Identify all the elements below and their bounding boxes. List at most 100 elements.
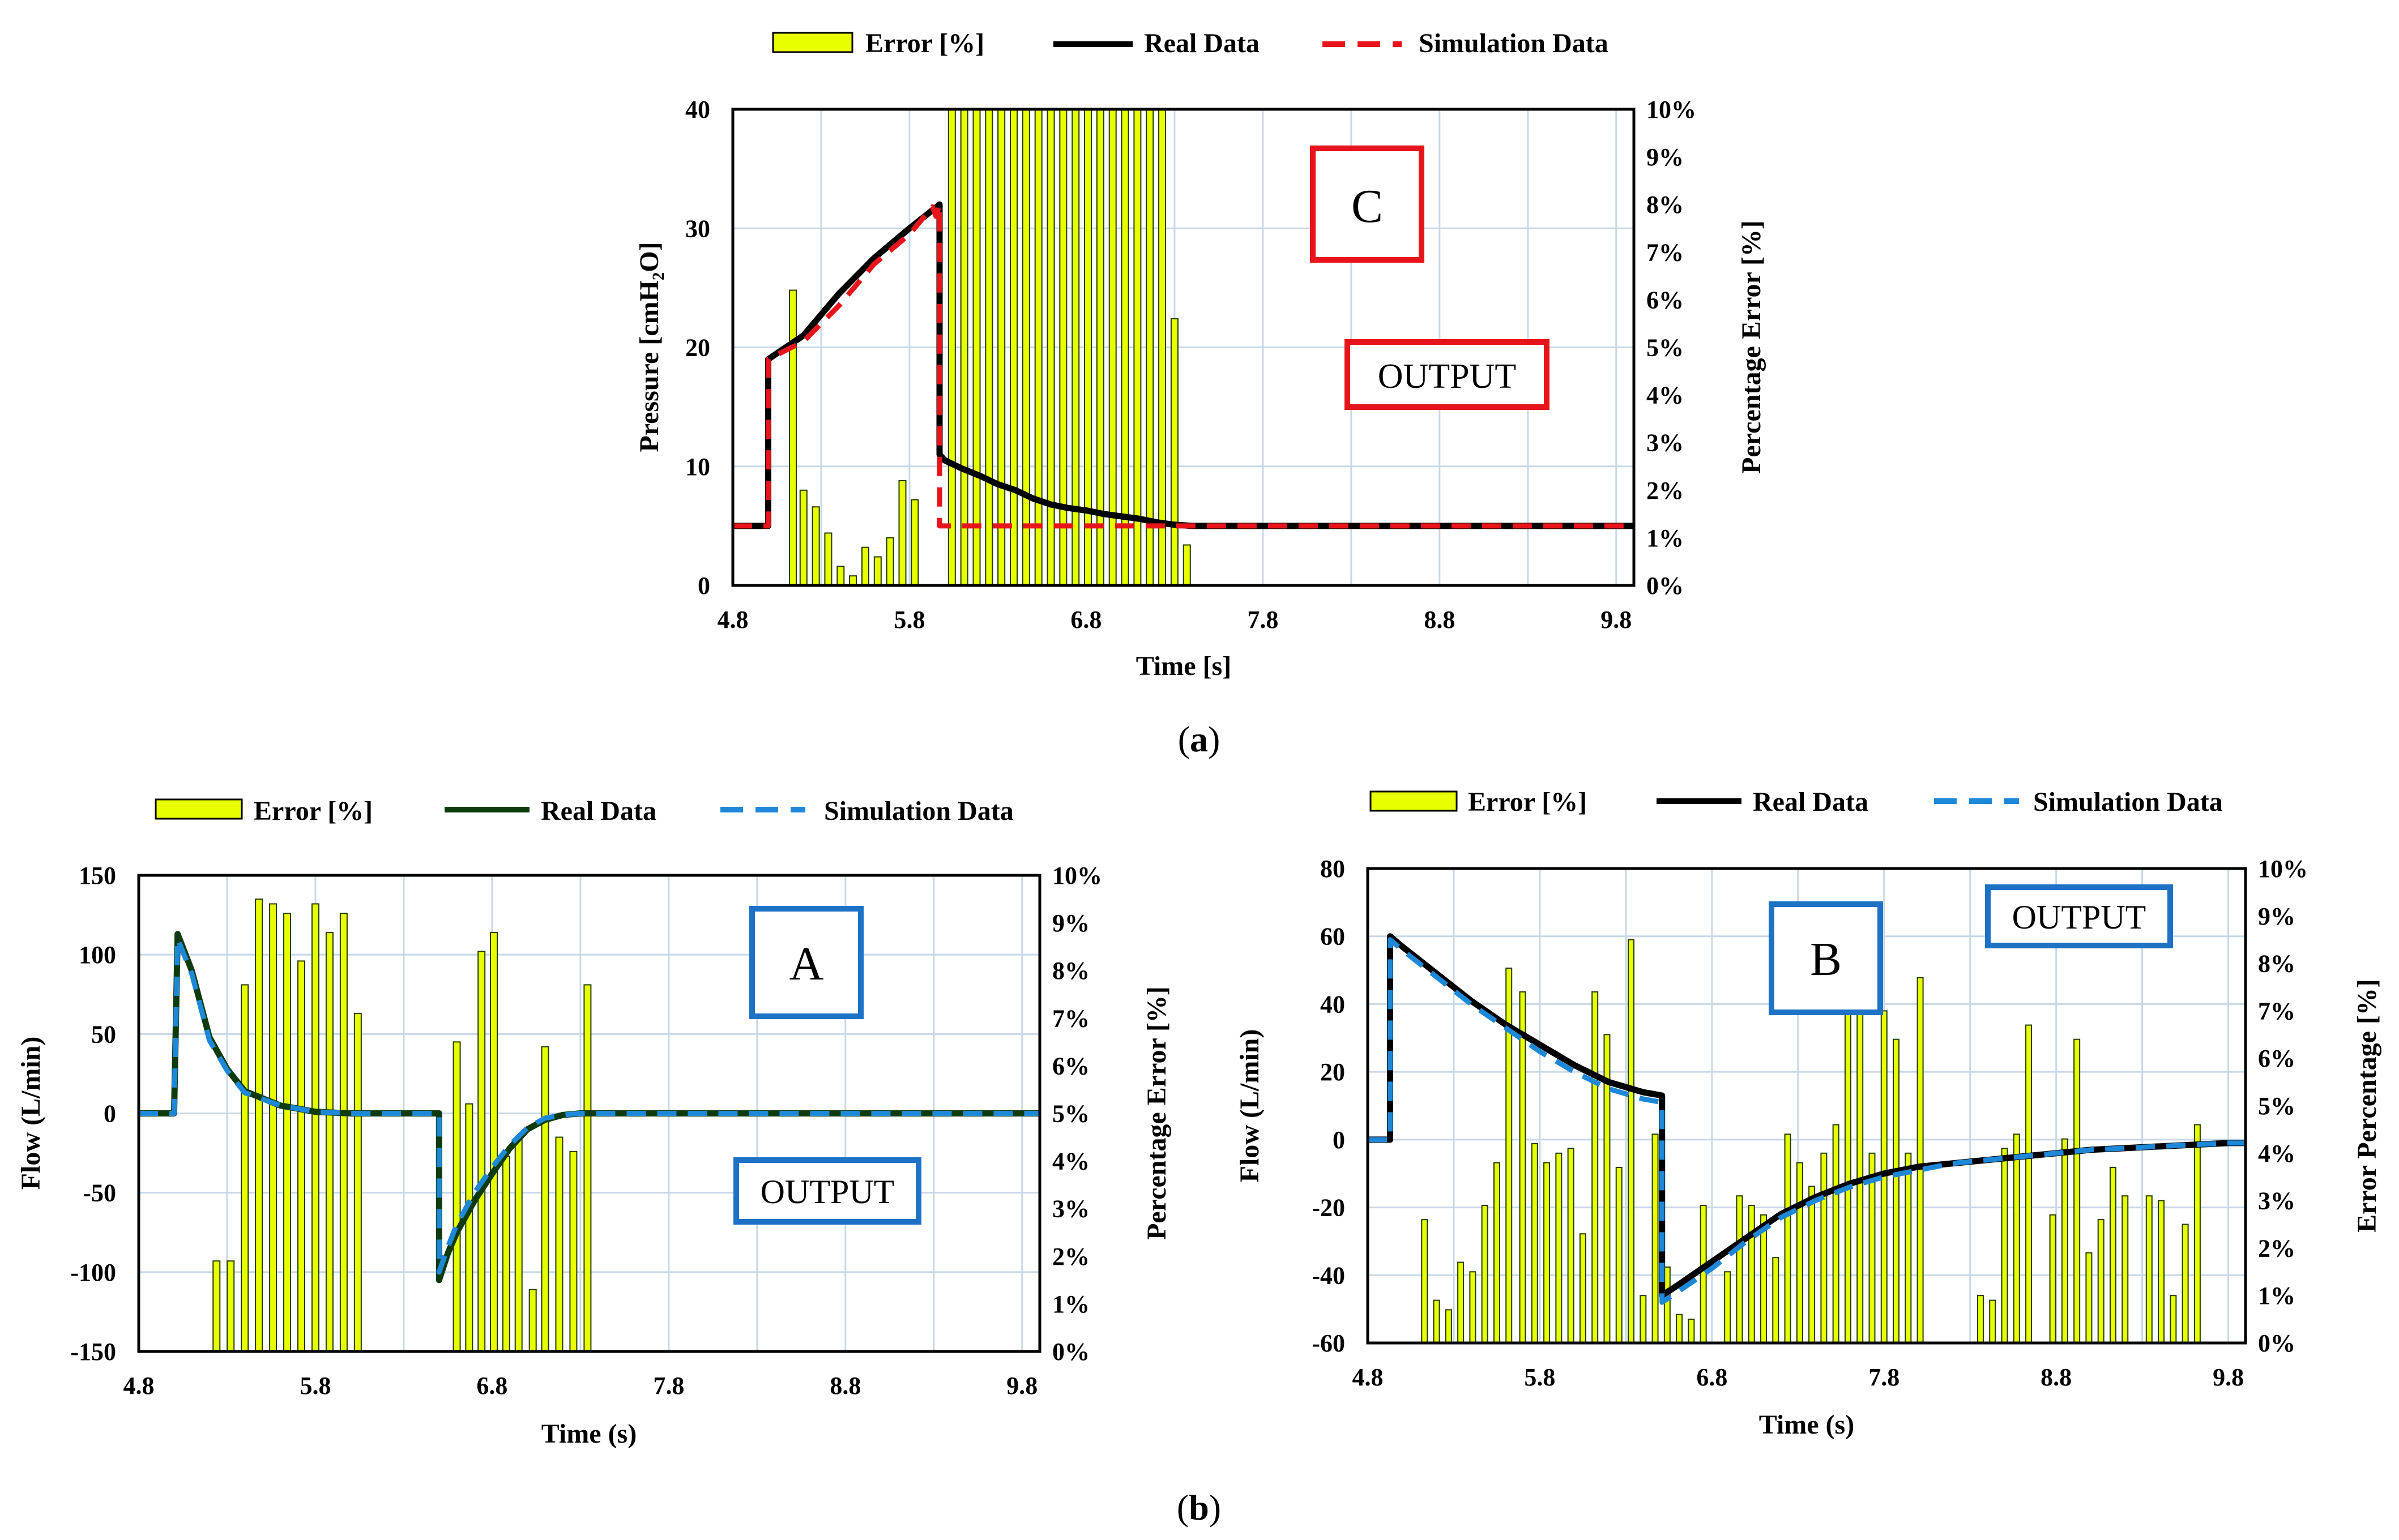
error-bar: [861, 546, 869, 586]
simulation-data-line: [139, 936, 1040, 1275]
panel-b-y-axis-title: Flow (L/min): [1235, 1029, 1265, 1183]
error-bar: [212, 1260, 221, 1352]
y-tick-label: 20: [1320, 1058, 1345, 1086]
error-bar: [1133, 109, 1142, 586]
y2-tick-label: 3%: [1052, 1195, 1090, 1223]
panel-b-output-box: [1985, 884, 2173, 948]
panel-c-y2-axis-title: Percentage Error [%]: [1736, 220, 1766, 474]
legend-real-label: Real Data: [1144, 28, 1260, 58]
legend-error-swatch: [772, 32, 853, 53]
panel-b-x-ticks: 4.8 5.8 6.8 7.8 8.8 9.8: [1352, 1363, 2244, 1391]
error-bar: [849, 575, 857, 586]
panel-c-x-ticks: 4.8 5.8 6.8 7.8 8.8 9.8: [718, 606, 1632, 634]
y2-tick-label: 2%: [1052, 1243, 1090, 1270]
error-bar: [824, 532, 833, 586]
error-bar: [2073, 1038, 2081, 1344]
error-bar: [241, 984, 249, 1353]
y2-tick-label: 5%: [2258, 1092, 2295, 1120]
y-tick-label: 30: [685, 215, 710, 242]
panel-a-label-box: [749, 906, 864, 1019]
error-bar: [2121, 1195, 2129, 1344]
y-tick-label: -150: [70, 1338, 116, 1366]
y-tick-label: -50: [83, 1179, 116, 1207]
x-tick-label: 9.8: [1006, 1372, 1038, 1400]
caption-b-letter: b: [1189, 1487, 1209, 1528]
panel-a-y2-ticks: 0% 1% 2% 3% 4% 5% 6% 7% 8% 9% 10%: [1052, 862, 1102, 1366]
y2-tick-label: 1%: [2258, 1282, 2295, 1310]
panel-b-legend: Error [%] Real Data Simulation Data: [1369, 787, 2223, 817]
error-bar: [514, 1136, 523, 1353]
y2-tick-label: 4%: [2258, 1140, 2295, 1167]
error-bar: [1893, 1038, 1900, 1344]
y2-tick-label: 2%: [2258, 1234, 2295, 1262]
legend-error-swatch: [155, 798, 243, 820]
y-tick-label: 0: [1333, 1126, 1345, 1154]
y-tick-label: -20: [1312, 1194, 1345, 1222]
panel-c-x-axis-title: Time [s]: [1136, 651, 1231, 681]
x-tick-label: 7.8: [653, 1372, 684, 1400]
error-bar: [1158, 109, 1167, 586]
error-bar: [1170, 318, 1179, 586]
y-tick-label: 0: [698, 572, 710, 600]
legend-error-swatch: [1369, 790, 1458, 812]
error-bar: [1183, 544, 1191, 587]
error-bar: [985, 109, 993, 586]
error-bar: [1579, 1233, 1586, 1344]
error-bar: [1072, 109, 1080, 586]
error-bar: [1989, 1299, 1996, 1344]
error-bar: [583, 984, 592, 1353]
error-bar: [1688, 1319, 1695, 1344]
x-tick-label: 8.8: [830, 1372, 861, 1400]
panel-c-y-ticks: 0 10 20 30 40: [685, 96, 710, 600]
panel-b-y-ticks: -60 -40 -20 0 20 40 60 80: [1312, 855, 1345, 1357]
y2-tick-label: 8%: [2258, 950, 2295, 978]
error-bar: [502, 1156, 510, 1352]
error-bar: [2025, 1024, 2033, 1344]
error-bar: [297, 960, 306, 1352]
error-bar: [1481, 1204, 1488, 1344]
panel-a-output-label: OUTPUT: [761, 1173, 895, 1210]
error-bar: [2085, 1252, 2093, 1344]
y2-tick-label: 5%: [1052, 1100, 1090, 1128]
y-tick-label: 60: [1320, 923, 1345, 951]
y-tick-label: 100: [79, 941, 116, 969]
y-tick-label: -100: [70, 1259, 116, 1286]
caption-b: (b): [1177, 1487, 1221, 1528]
error-bar: [898, 480, 907, 586]
error-bar: [1022, 109, 1030, 586]
error-bar: [836, 566, 845, 586]
legend-sim-label: Simulation Data: [824, 796, 1014, 826]
error-bar: [1820, 1152, 1828, 1344]
y-tick-label: 10: [685, 453, 710, 481]
error-bar: [1457, 1261, 1465, 1344]
panel-a-x-ticks: 4.8 5.8 6.8 7.8 8.8 9.8: [123, 1372, 1038, 1400]
error-bar: [1977, 1295, 1984, 1344]
x-tick-label: 7.8: [1868, 1363, 1899, 1391]
error-bar: [1519, 991, 1526, 1344]
x-tick-label: 7.8: [1247, 606, 1278, 634]
panel-a-legend: Error [%] Real Data Simulation Data: [155, 796, 1014, 826]
error-bar: [1034, 109, 1043, 586]
error-bar: [1760, 1214, 1768, 1344]
error-bar: [2158, 1200, 2165, 1344]
legend-error-label: Error [%]: [254, 796, 373, 826]
error-bar: [1543, 1162, 1551, 1344]
panel-a-y-ticks: -150 -100 -50 0 50 100 150: [70, 862, 116, 1366]
y2-tick-label: 2%: [1646, 477, 1684, 504]
error-bar: [283, 913, 292, 1352]
error-bar: [1421, 1219, 1428, 1344]
panel-b-x-axis-title: Time (s): [1759, 1410, 1854, 1440]
x-tick-label: 6.8: [476, 1372, 507, 1400]
caption-a: (a): [1178, 719, 1220, 759]
legend-sim-label: Simulation Data: [1419, 28, 1608, 58]
panel-b-label-box: [1769, 901, 1883, 1015]
panel-a-x-axis-title: Time (s): [541, 1419, 637, 1449]
y2-tick-label: 7%: [1052, 1004, 1090, 1032]
panel-c-label: C: [1351, 180, 1383, 233]
panel-a-output-box: [733, 1157, 921, 1225]
x-tick-label: 9.8: [1600, 606, 1632, 634]
panel-c-pressure-chart: Error [%] Real Data Simulation Data 0 10 2…: [634, 28, 1766, 681]
error-bar: [1469, 1271, 1476, 1344]
panel-a-data-lines: [139, 931, 1040, 1284]
